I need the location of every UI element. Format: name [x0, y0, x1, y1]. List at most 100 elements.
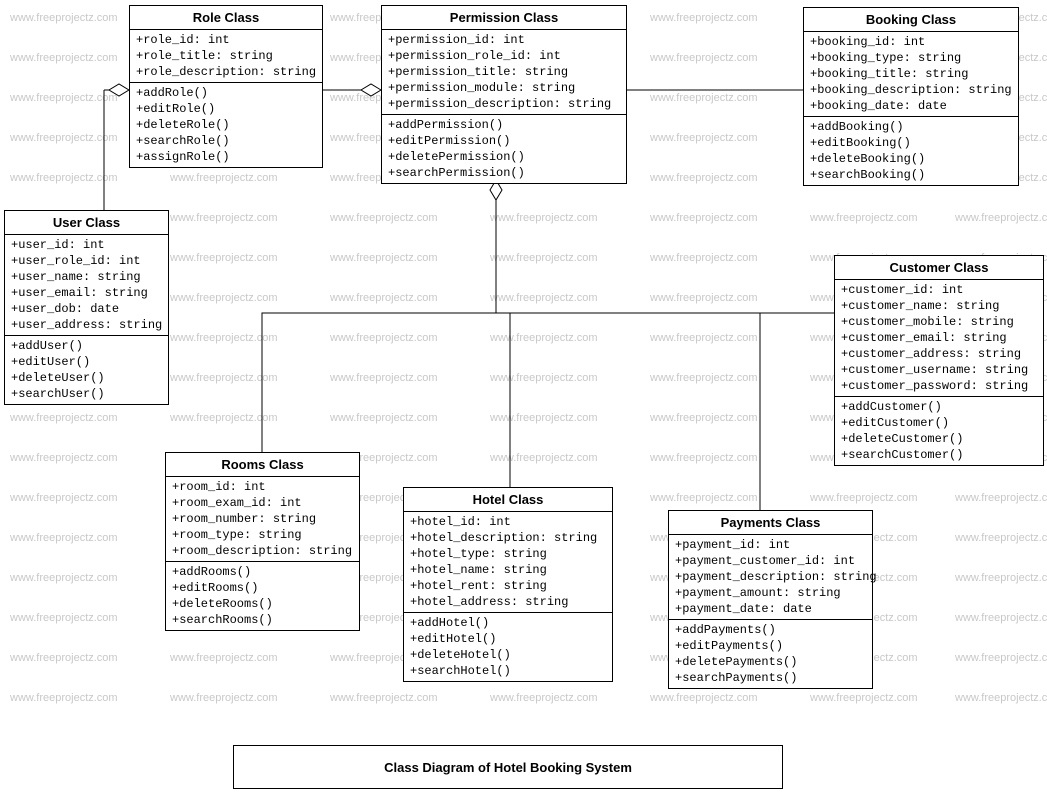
watermark-text: www.freeprojectz.com	[650, 412, 758, 424]
watermark-text: www.freeprojectz.com	[10, 412, 118, 424]
watermark-text: www.freeprojectz.com	[650, 372, 758, 384]
class-op-row: +deleteBooking()	[810, 151, 1012, 167]
class-attr-row: +role_title: string	[136, 48, 316, 64]
class-user: User Class+user_id: int+user_role_id: in…	[4, 210, 169, 405]
class-title: Hotel Class	[404, 488, 612, 512]
class-operations: +addRole()+editRole()+deleteRole()+searc…	[130, 83, 322, 167]
class-attr-row: +hotel_name: string	[410, 562, 606, 578]
class-attributes: +permission_id: int+permission_role_id: …	[382, 30, 626, 115]
watermark-text: www.freeprojectz.com	[490, 692, 598, 704]
class-op-row: +addBooking()	[810, 119, 1012, 135]
watermark-text: www.freeprojectz.com	[330, 212, 438, 224]
class-attr-row: +user_email: string	[11, 285, 162, 301]
class-attr-row: +permission_description: string	[388, 96, 620, 112]
class-attr-row: +role_description: string	[136, 64, 316, 80]
class-op-row: +editRooms()	[172, 580, 353, 596]
class-attr-row: +customer_password: string	[841, 378, 1037, 394]
watermark-text: www.freeprojectz.com	[490, 452, 598, 464]
watermark-text: www.freeprojectz.com	[170, 292, 278, 304]
class-operations: +addUser()+editUser()+deleteUser()+searc…	[5, 336, 168, 404]
class-attr-row: +permission_role_id: int	[388, 48, 620, 64]
class-op-row: +deleteHotel()	[410, 647, 606, 663]
class-attr-row: +hotel_type: string	[410, 546, 606, 562]
class-op-row: +addRooms()	[172, 564, 353, 580]
watermark-text: www.freeprojectz.com	[650, 332, 758, 344]
watermark-text: www.freeprojectz.com	[330, 292, 438, 304]
class-attr-row: +customer_mobile: string	[841, 314, 1037, 330]
class-attributes: +role_id: int+role_title: string+role_de…	[130, 30, 322, 83]
watermark-text: www.freeprojectz.com	[810, 492, 918, 504]
class-attr-row: +room_number: string	[172, 511, 353, 527]
class-attr-row: +user_name: string	[11, 269, 162, 285]
watermark-text: www.freeprojectz.com	[650, 12, 758, 24]
watermark-text: www.freeprojectz.com	[490, 332, 598, 344]
class-title: Booking Class	[804, 8, 1018, 32]
watermark-text: www.freeprojectz.com	[330, 692, 438, 704]
watermark-text: www.freeprojectz.com	[330, 412, 438, 424]
class-operations: +addPermission()+editPermission()+delete…	[382, 115, 626, 183]
class-attr-row: +room_id: int	[172, 479, 353, 495]
class-op-row: +editPermission()	[388, 133, 620, 149]
class-hotel: Hotel Class+hotel_id: int+hotel_descript…	[403, 487, 613, 682]
class-customer: Customer Class+customer_id: int+customer…	[834, 255, 1044, 466]
class-op-row: +deletePayments()	[675, 654, 866, 670]
class-op-row: +addCustomer()	[841, 399, 1037, 415]
class-attr-row: +hotel_address: string	[410, 594, 606, 610]
watermark-text: www.freeprojectz.com	[330, 332, 438, 344]
watermark-text: www.freeprojectz.com	[650, 252, 758, 264]
class-operations: +addHotel()+editHotel()+deleteHotel()+se…	[404, 613, 612, 681]
class-op-row: +addPermission()	[388, 117, 620, 133]
class-attr-row: +customer_address: string	[841, 346, 1037, 362]
class-op-row: +editHotel()	[410, 631, 606, 647]
class-attr-row: +booking_title: string	[810, 66, 1012, 82]
watermark-text: www.freeprojectz.com	[170, 652, 278, 664]
class-operations: +addCustomer()+editCustomer()+deleteCust…	[835, 397, 1043, 465]
class-op-row: +editCustomer()	[841, 415, 1037, 431]
watermark-text: www.freeprojectz.com	[650, 292, 758, 304]
watermark-text: www.freeprojectz.com	[10, 52, 118, 64]
class-attr-row: +payment_amount: string	[675, 585, 866, 601]
class-title: Permission Class	[382, 6, 626, 30]
watermark-text: www.freeprojectz.com	[955, 532, 1047, 544]
watermark-text: www.freeprojectz.com	[490, 252, 598, 264]
class-op-row: +addRole()	[136, 85, 316, 101]
watermark-text: www.freeprojectz.com	[650, 692, 758, 704]
watermark-text: www.freeprojectz.com	[10, 612, 118, 624]
class-attr-row: +booking_description: string	[810, 82, 1012, 98]
class-operations: +addBooking()+editBooking()+deleteBookin…	[804, 117, 1018, 185]
watermark-text: www.freeprojectz.com	[955, 692, 1047, 704]
watermark-text: www.freeprojectz.com	[10, 92, 118, 104]
class-title: Payments Class	[669, 511, 872, 535]
class-op-row: +searchPayments()	[675, 670, 866, 686]
watermark-text: www.freeprojectz.com	[10, 172, 118, 184]
class-op-row: +searchHotel()	[410, 663, 606, 679]
class-operations: +addPayments()+editPayments()+deletePaym…	[669, 620, 872, 688]
class-attr-row: +customer_name: string	[841, 298, 1037, 314]
class-attr-row: +payment_date: date	[675, 601, 866, 617]
class-op-row: +deleteUser()	[11, 370, 162, 386]
class-op-row: +deleteCustomer()	[841, 431, 1037, 447]
watermark-text: www.freeprojectz.com	[170, 412, 278, 424]
class-op-row: +addPayments()	[675, 622, 866, 638]
class-attr-row: +role_id: int	[136, 32, 316, 48]
watermark-text: www.freeprojectz.com	[330, 252, 438, 264]
class-attributes: +room_id: int+room_exam_id: int+room_num…	[166, 477, 359, 562]
watermark-text: www.freeprojectz.com	[170, 692, 278, 704]
watermark-text: www.freeprojectz.com	[490, 292, 598, 304]
watermark-text: www.freeprojectz.com	[10, 652, 118, 664]
class-attributes: +hotel_id: int+hotel_description: string…	[404, 512, 612, 613]
class-op-row: +searchRooms()	[172, 612, 353, 628]
class-attributes: +user_id: int+user_role_id: int+user_nam…	[5, 235, 168, 336]
class-attr-row: +room_type: string	[172, 527, 353, 543]
class-attr-row: +permission_title: string	[388, 64, 620, 80]
class-op-row: +editRole()	[136, 101, 316, 117]
watermark-text: www.freeprojectz.com	[650, 452, 758, 464]
class-attr-row: +booking_id: int	[810, 34, 1012, 50]
class-op-row: +deletePermission()	[388, 149, 620, 165]
watermark-text: www.freeprojectz.com	[10, 572, 118, 584]
class-op-row: +searchBooking()	[810, 167, 1012, 183]
watermark-text: www.freeprojectz.com	[10, 692, 118, 704]
class-attributes: +payment_id: int+payment_customer_id: in…	[669, 535, 872, 620]
class-attr-row: +customer_email: string	[841, 330, 1037, 346]
class-attr-row: +booking_type: string	[810, 50, 1012, 66]
